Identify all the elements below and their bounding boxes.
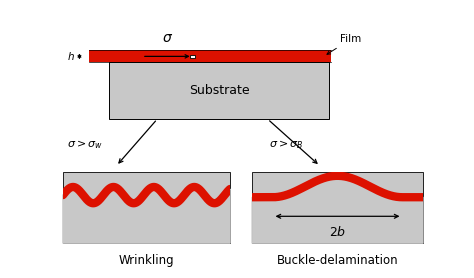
Text: $\sigma$: $\sigma$ xyxy=(162,31,173,45)
Bar xyxy=(252,172,423,243)
Text: $\sigma > \sigma_B$: $\sigma > \sigma_B$ xyxy=(269,138,303,151)
Text: $2b$: $2b$ xyxy=(329,225,346,239)
Bar xyxy=(109,62,329,119)
Text: Substrate: Substrate xyxy=(189,84,249,97)
Text: Wrinkling: Wrinkling xyxy=(118,254,174,267)
Bar xyxy=(63,172,230,243)
Bar xyxy=(190,55,195,58)
Bar xyxy=(89,51,331,62)
Text: $h$: $h$ xyxy=(67,50,75,62)
Polygon shape xyxy=(252,176,423,243)
Polygon shape xyxy=(63,187,230,243)
Text: Buckle-delamination: Buckle-delamination xyxy=(277,254,398,267)
Text: Film: Film xyxy=(327,34,362,54)
Text: $\sigma > \sigma_w$: $\sigma > \sigma_w$ xyxy=(66,138,103,151)
